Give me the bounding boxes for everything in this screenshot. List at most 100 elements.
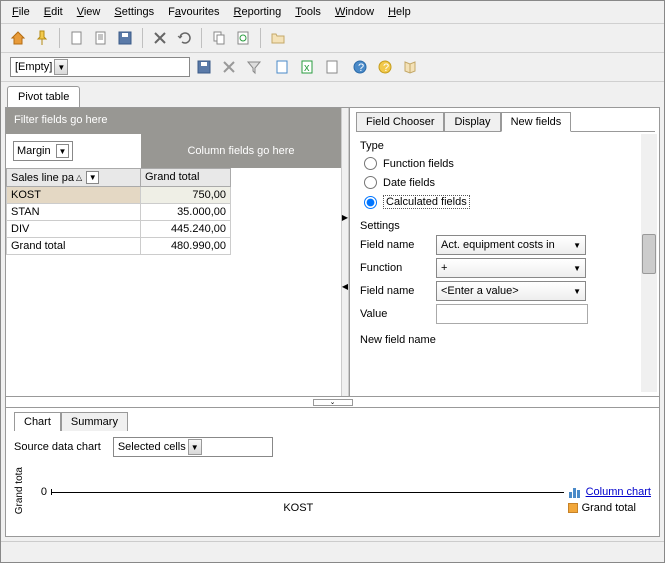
svg-text:x: x: [304, 62, 310, 74]
chevron-down-icon[interactable]: ▼: [573, 287, 581, 296]
chart-legend: Column chart Grand total: [568, 486, 651, 514]
preset-combo[interactable]: [Empty] ▼: [10, 57, 190, 77]
horizontal-splitter[interactable]: ⌄: [5, 397, 660, 407]
column-drop-area[interactable]: Column fields go here: [141, 134, 341, 164]
tab-field-chooser[interactable]: Field Chooser: [356, 112, 444, 132]
menu-settings[interactable]: Settings: [107, 3, 161, 21]
delete-icon[interactable]: [149, 27, 171, 49]
export-1-icon[interactable]: [271, 56, 293, 78]
pin-icon[interactable]: [31, 27, 53, 49]
setting-input[interactable]: [436, 304, 588, 324]
chart-panel: Chart Summary Source data chart Selected…: [5, 407, 660, 537]
info-icon[interactable]: ?: [374, 56, 396, 78]
home-icon[interactable]: [7, 27, 29, 49]
setting-row: Function +▼: [360, 258, 637, 278]
setting-label: Field name: [360, 239, 432, 251]
table-row[interactable]: Grand total480.990,00: [6, 238, 341, 255]
chevron-down-icon[interactable]: ▼: [188, 439, 202, 455]
table-row[interactable]: DIV445.240,00: [6, 221, 341, 238]
column-chart-link[interactable]: Column chart: [586, 486, 651, 498]
source-data-label: Source data chart: [14, 441, 101, 453]
setting-row: Field name <Enter a value>▼: [360, 281, 637, 301]
settings-label: Settings: [360, 220, 637, 232]
book-icon[interactable]: [399, 56, 421, 78]
main-tabs: Pivot table: [1, 82, 664, 107]
right-panel: Field Chooser Display New fields Type Fu…: [349, 108, 659, 396]
chevron-down-icon[interactable]: ▼: [54, 59, 68, 75]
table-row[interactable]: KOST750,00: [6, 187, 341, 204]
type-label: Type: [360, 140, 637, 152]
setting-label: Field name: [360, 285, 432, 297]
scrollbar[interactable]: [641, 134, 657, 392]
chevron-down-icon[interactable]: ▼: [86, 171, 99, 184]
row-value: 445.240,00: [141, 221, 231, 238]
expand-left-icon[interactable]: ◀: [342, 282, 348, 291]
clear-icon[interactable]: [218, 56, 240, 78]
row-value: 480.990,00: [141, 238, 231, 255]
legend-label: Grand total: [582, 502, 636, 514]
filter-icon[interactable]: [243, 56, 265, 78]
edit-icon[interactable]: [90, 27, 112, 49]
copy-icon[interactable]: [208, 27, 230, 49]
save-preset-icon[interactable]: [193, 56, 215, 78]
legend-swatch: [568, 503, 578, 513]
new-field-name-label: New field name: [360, 334, 637, 346]
folder-icon[interactable]: [267, 27, 289, 49]
menu-reporting[interactable]: Reporting: [227, 3, 289, 21]
chart-y-tick: 0: [33, 486, 47, 498]
collapse-icon[interactable]: ⌄: [313, 399, 353, 406]
setting-row: Value: [360, 304, 637, 324]
save-icon[interactable]: [114, 27, 136, 49]
table-row[interactable]: STAN35.000,00: [6, 204, 341, 221]
help-icon[interactable]: ?: [349, 56, 371, 78]
right-tabs: Field Chooser Display New fields: [356, 112, 655, 132]
chevron-down-icon[interactable]: ▼: [573, 241, 581, 250]
row-label: DIV: [6, 221, 141, 238]
grand-total-header: Grand total: [141, 168, 231, 187]
refresh-icon[interactable]: [232, 27, 254, 49]
source-data-combo[interactable]: Selected cells ▼: [113, 437, 273, 457]
sales-line-header[interactable]: Sales line pa △ ▼: [6, 168, 141, 187]
setting-combo[interactable]: <Enter a value>▼: [436, 281, 586, 301]
chevron-down-icon[interactable]: ▼: [573, 264, 581, 273]
expand-right-icon[interactable]: ▶: [342, 213, 348, 222]
setting-row: Field name Act. equipment costs in▼: [360, 235, 637, 255]
menu-window[interactable]: Window: [328, 3, 381, 21]
scrollbar-thumb[interactable]: [642, 234, 656, 274]
setting-combo[interactable]: +▼: [436, 258, 586, 278]
vertical-splitter[interactable]: ▶ ◀: [341, 108, 349, 396]
tab-new-fields[interactable]: New fields: [501, 112, 572, 132]
menu-file[interactable]: File: [5, 3, 37, 21]
menu-edit[interactable]: Edit: [37, 3, 70, 21]
tab-chart[interactable]: Chart: [14, 412, 61, 431]
menu-tools[interactable]: Tools: [288, 3, 328, 21]
new-icon[interactable]: [66, 27, 88, 49]
setting-combo[interactable]: Act. equipment costs in▼: [436, 235, 586, 255]
chevron-down-icon[interactable]: ▼: [56, 144, 69, 158]
tab-summary[interactable]: Summary: [61, 412, 128, 431]
menubar: File Edit View Settings Favourites Repor…: [1, 1, 664, 24]
toolbar-main: [1, 24, 664, 53]
radio-calculated-fields[interactable]: Calculated fields: [360, 192, 637, 212]
svg-text:?: ?: [358, 62, 364, 74]
preset-value: [Empty]: [15, 61, 52, 73]
export-3-icon[interactable]: [321, 56, 343, 78]
setting-label: Function: [360, 262, 432, 274]
undo-icon[interactable]: [173, 27, 195, 49]
menu-view[interactable]: View: [70, 3, 108, 21]
radio-date-fields[interactable]: Date fields: [360, 173, 637, 192]
pivot-panel: Filter fields go here Margin ▼ Column fi…: [6, 108, 341, 396]
radio-function-fields[interactable]: Function fields: [360, 154, 637, 173]
menu-favourites[interactable]: Favourites: [161, 3, 226, 21]
tab-display[interactable]: Display: [444, 112, 500, 132]
export-excel-icon[interactable]: x: [296, 56, 318, 78]
tab-pivot-table[interactable]: Pivot table: [7, 86, 80, 107]
column-chart-icon: [568, 486, 582, 498]
statusbar: [1, 541, 664, 561]
menu-help[interactable]: Help: [381, 3, 418, 21]
row-value: 35.000,00: [141, 204, 231, 221]
setting-label: Value: [360, 308, 432, 320]
filter-drop-area[interactable]: Filter fields go here: [6, 108, 341, 134]
margin-field[interactable]: Margin ▼: [13, 141, 73, 161]
row-label: Grand total: [6, 238, 141, 255]
